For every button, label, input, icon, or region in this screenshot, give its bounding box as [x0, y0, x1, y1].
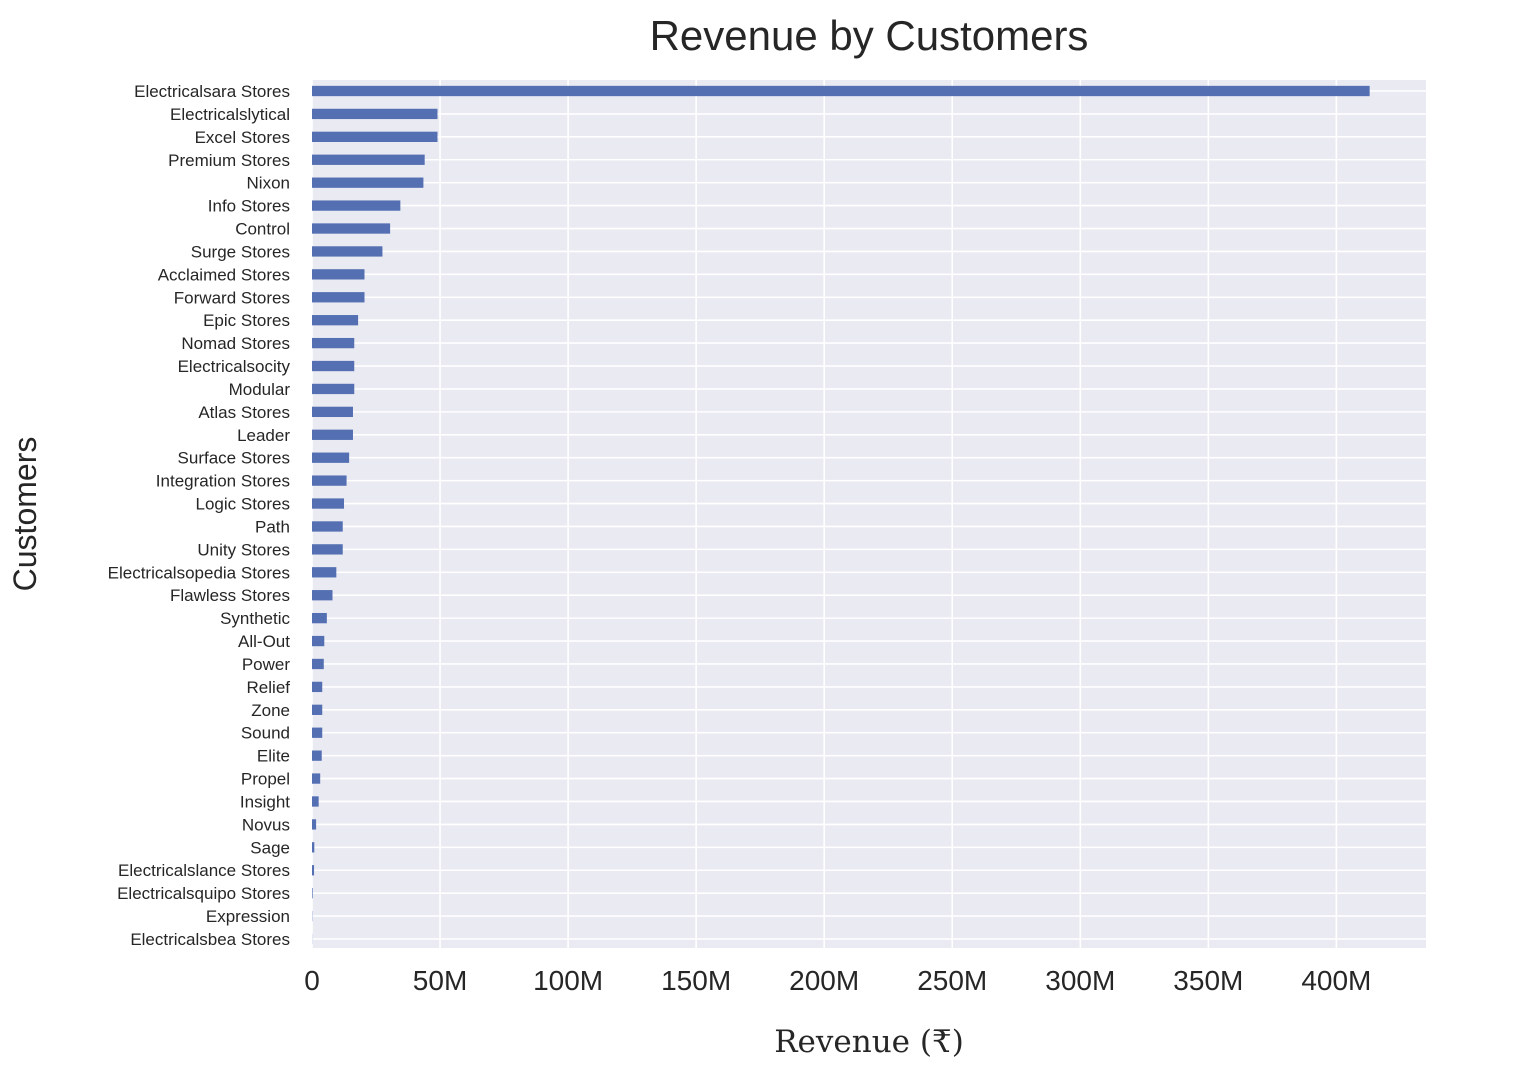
y-tick-label: Surface Stores	[178, 449, 290, 468]
y-tick-label: Nixon	[247, 174, 290, 193]
bar	[312, 384, 354, 394]
y-tick-label: Epic Stores	[203, 311, 290, 330]
x-tick-label: 350M	[1173, 965, 1243, 996]
y-tick-label: Leader	[237, 426, 290, 445]
y-tick-label: Electricalsopedia Stores	[108, 563, 290, 582]
bar	[312, 498, 344, 508]
y-tick-label: Sage	[250, 838, 290, 857]
bar	[312, 659, 324, 669]
y-axis-tick-labels: Electricalsara Stores Electricalslytical E…	[108, 82, 291, 949]
bar	[312, 728, 322, 738]
y-tick-label: Electricalslance Stores	[118, 861, 290, 880]
bar	[312, 819, 316, 829]
y-tick-label: Relief	[247, 678, 291, 697]
bar	[312, 544, 343, 554]
bar	[312, 223, 390, 233]
bar	[312, 109, 437, 119]
y-tick-label: Expression	[206, 907, 290, 926]
y-tick-label: All-Out	[238, 632, 290, 651]
bar	[312, 750, 322, 760]
y-tick-label: Electricalsocity	[178, 357, 291, 376]
bar	[312, 773, 320, 783]
chart-title: Revenue by Customers	[650, 12, 1089, 59]
bar	[312, 475, 347, 485]
y-tick-label: Acclaimed Stores	[158, 265, 290, 284]
bar	[312, 155, 425, 165]
bar	[312, 521, 343, 531]
x-tick-label: 200M	[789, 965, 859, 996]
bar	[312, 132, 437, 142]
y-tick-label: Forward Stores	[174, 288, 290, 307]
bar	[312, 705, 322, 715]
bar	[312, 86, 1370, 96]
bar	[312, 590, 332, 600]
bar	[312, 888, 313, 898]
x-tick-label: 50M	[413, 965, 467, 996]
bar	[312, 315, 358, 325]
bar	[312, 407, 353, 417]
bar	[312, 865, 314, 875]
y-tick-label: Premium Stores	[168, 151, 290, 170]
bar	[312, 178, 423, 188]
bar	[312, 453, 349, 463]
y-tick-label: Insight	[240, 792, 290, 811]
y-tick-label: Power	[242, 655, 291, 674]
bar	[312, 292, 364, 302]
bar	[312, 636, 324, 646]
x-axis-tick-labels: 0 50M 100M 150M 200M 250M 300M 350M 400M	[304, 965, 1371, 996]
y-tick-label: Zone	[251, 701, 290, 720]
plot-area-background	[312, 80, 1426, 948]
bar	[312, 682, 322, 692]
y-tick-label: Sound	[241, 724, 290, 743]
x-tick-label: 250M	[917, 965, 987, 996]
y-tick-label: Path	[255, 517, 290, 536]
bar	[312, 842, 314, 852]
y-tick-label: Nomad Stores	[181, 334, 290, 353]
y-tick-label: Synthetic	[220, 609, 290, 628]
y-tick-label: Info Stores	[208, 197, 290, 216]
y-tick-label: Logic Stores	[196, 495, 291, 514]
y-tick-label: Unity Stores	[197, 540, 290, 559]
y-tick-label: Flawless Stores	[170, 586, 290, 605]
x-tick-label: 100M	[533, 965, 603, 996]
bar	[312, 430, 353, 440]
y-tick-label: Surge Stores	[191, 242, 290, 261]
y-tick-label: Control	[235, 220, 290, 239]
y-tick-label: Modular	[229, 380, 291, 399]
x-tick-label: 150M	[661, 965, 731, 996]
bar	[312, 567, 336, 577]
bar	[312, 246, 382, 256]
y-tick-label: Atlas Stores	[198, 403, 290, 422]
y-tick-label: Electricalsbea Stores	[130, 930, 290, 949]
bar	[312, 269, 364, 279]
y-tick-label: Novus	[242, 815, 290, 834]
y-tick-label: Propel	[241, 770, 290, 789]
y-axis-title: Customers	[7, 437, 43, 592]
x-tick-label: 400M	[1301, 965, 1371, 996]
bar	[312, 613, 327, 623]
y-tick-label: Excel Stores	[195, 128, 290, 147]
bar	[312, 338, 354, 348]
y-tick-label: Electricalsquipo Stores	[117, 884, 290, 903]
x-axis-title: Revenue (₹)	[774, 1024, 964, 1060]
y-tick-label: Electricalsara Stores	[134, 82, 290, 101]
bar	[312, 361, 354, 371]
x-tick-label: 0	[304, 965, 320, 996]
y-tick-label: Integration Stores	[156, 472, 290, 491]
bar	[312, 200, 400, 210]
bar	[312, 796, 319, 806]
x-tick-label: 300M	[1045, 965, 1115, 996]
y-tick-label: Elite	[257, 747, 290, 766]
y-tick-label: Electricalslytical	[170, 105, 290, 124]
